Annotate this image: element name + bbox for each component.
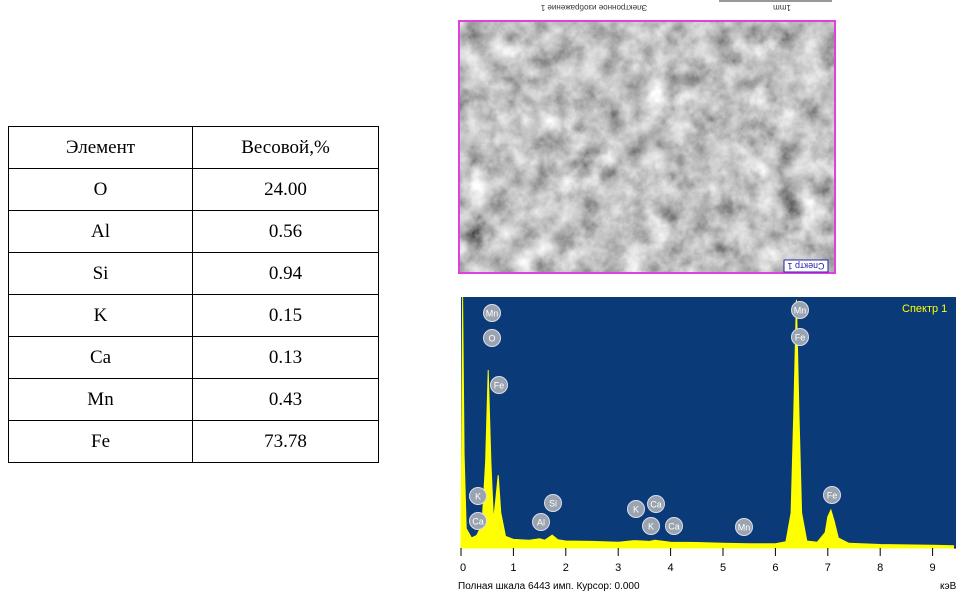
x-tick-label: 9	[930, 562, 936, 574]
peak-label: Ca	[668, 522, 680, 532]
peak-label: K	[633, 505, 639, 515]
x-tick-label: 2	[563, 562, 569, 574]
peak-label: Ca	[472, 517, 484, 527]
x-tick-label: 0	[460, 562, 466, 574]
peak-label: Fe	[795, 333, 806, 343]
peak-label: Al	[537, 518, 545, 528]
peak-label: Si	[549, 499, 557, 509]
x-tick-label: 5	[720, 562, 726, 574]
x-tick-label: 1	[510, 562, 516, 574]
scale-label: 1mm	[773, 3, 791, 12]
spectrum-footer: Полная шкала 6443 имп. Курсор: 0.000	[458, 581, 640, 592]
x-tick-label: 3	[615, 562, 621, 574]
peak-label: Fe	[827, 491, 838, 501]
figure: Электронное изображение 1 1mm Спектр 1 С…	[0, 0, 956, 596]
peak-label: K	[648, 522, 654, 532]
peak-label: Mn	[738, 523, 751, 533]
x-tick-label: 6	[772, 562, 778, 574]
page: ЭлементВесовой,%O24.00Al0.56Si0.94K0.15C…	[0, 0, 956, 596]
peak-label: O	[488, 334, 495, 344]
spectrum-title: Спектр 1	[902, 303, 947, 315]
peak-label: Mn	[486, 309, 499, 319]
x-tick-label: 4	[668, 562, 674, 574]
x-tick-label: 8	[877, 562, 883, 574]
peak-label: Mn	[794, 306, 807, 316]
image-caption: Электронное изображение 1	[540, 3, 647, 12]
sem-image	[459, 21, 835, 273]
image-label-group: Спектр 1	[784, 260, 828, 272]
image-label: Спектр 1	[787, 261, 824, 271]
peak-label: Fe	[494, 381, 505, 391]
x-unit: кэВ	[940, 581, 956, 592]
peak-label: Ca	[650, 500, 662, 510]
spectrum-plot	[461, 297, 956, 548]
peak-label: K	[475, 492, 481, 502]
x-tick-label: 7	[825, 562, 831, 574]
